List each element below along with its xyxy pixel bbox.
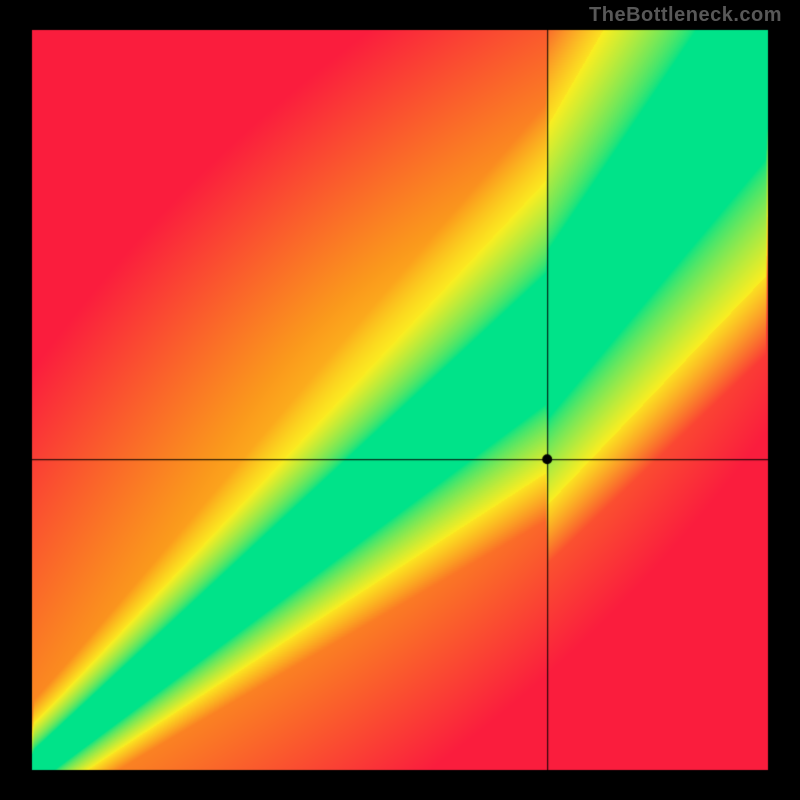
bottleneck-heatmap xyxy=(0,0,800,800)
watermark-text: TheBottleneck.com xyxy=(589,4,782,27)
chart-container: TheBottleneck.com xyxy=(0,0,800,800)
